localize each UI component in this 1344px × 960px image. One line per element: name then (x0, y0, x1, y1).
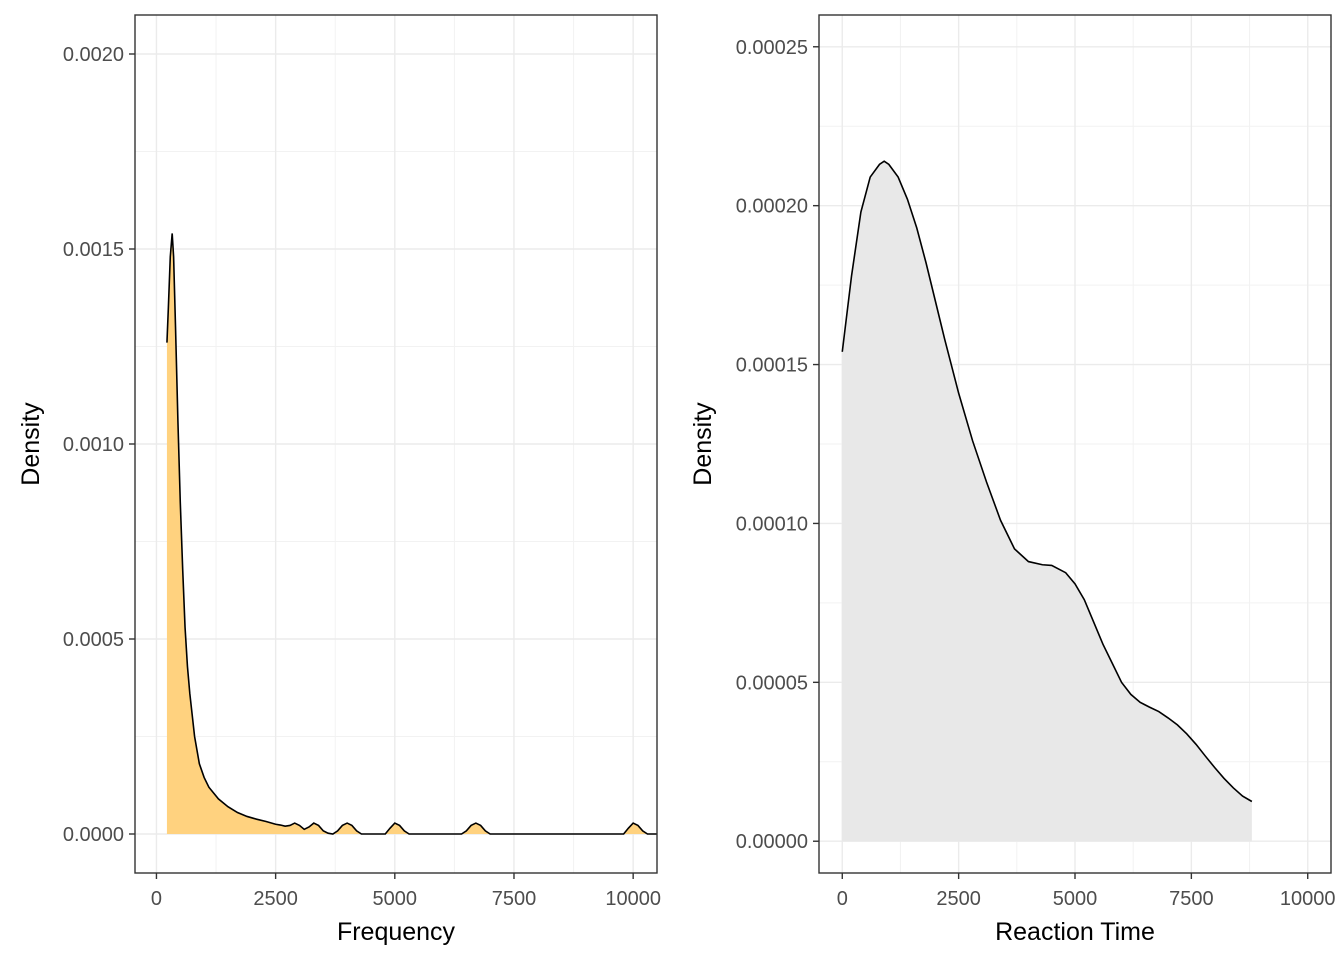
x-tick-label: 5000 (373, 888, 418, 910)
x-tick-label: 2500 (936, 888, 981, 910)
y-tick-label: 0.00005 (736, 672, 808, 694)
x-axis-title: Frequency (337, 918, 456, 946)
y-tick-label: 0.0020 (63, 44, 124, 66)
chart-panel-2: 0 2500 5000 7500 10000 0.00000 0.00005 0.00010 0… (689, 14, 1336, 946)
x-tick-label: 2500 (253, 888, 298, 910)
density-line (841, 160, 1253, 803)
y-tick-label: 0.00025 (736, 37, 808, 59)
y-tick-label: 0.00010 (736, 513, 808, 535)
y-axis-title: Density (17, 402, 45, 486)
y-tick-label: 0.0010 (63, 434, 124, 456)
x-axis-title: Reaction Time (995, 918, 1155, 946)
x-tick-label: 7500 (492, 888, 537, 910)
y-axis-title: Density (689, 402, 717, 486)
x-tick-label: 0 (837, 888, 848, 910)
x-tick-label: 10000 (1280, 888, 1336, 910)
y-tick-label: 0.00000 (736, 831, 808, 853)
y-tick-label: 0.00020 (736, 196, 808, 218)
x-tick-label: 10000 (605, 888, 661, 910)
x-tick-label: 5000 (1053, 888, 1098, 910)
y-tick-label: 0.00015 (736, 355, 808, 377)
density-line (166, 233, 657, 835)
density-area (842, 161, 1252, 842)
chart-panel-1: 0 2500 5000 7500 10000 0.0000 0.0005 0.0010 0.00… (17, 14, 661, 946)
y-tick-label: 0.0005 (63, 629, 124, 651)
y-tick-label: 0.0000 (63, 824, 124, 846)
x-tick-label: 0 (151, 888, 162, 910)
y-tick-label: 0.0015 (63, 239, 124, 261)
x-tick-label: 7500 (1169, 888, 1214, 910)
